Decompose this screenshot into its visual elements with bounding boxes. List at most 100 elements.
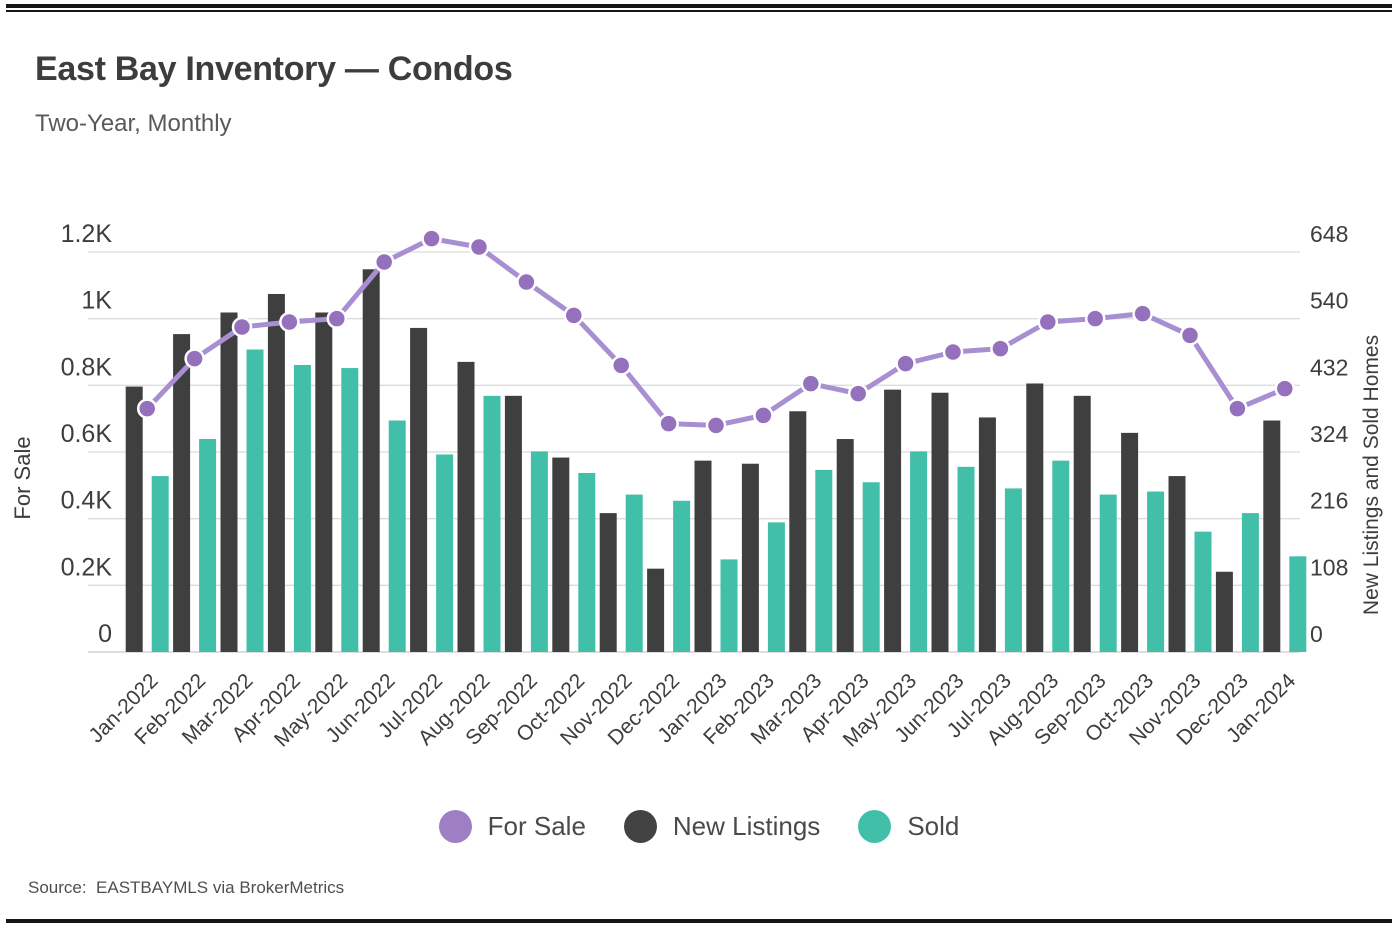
for-sale-point	[184, 348, 205, 369]
for-sale-point	[942, 341, 964, 363]
right-axis-title: New Listings and Sold Homes	[1360, 335, 1383, 615]
legend-item-sold: Sold	[858, 810, 959, 843]
for-sale-point	[658, 413, 679, 434]
for-sale-point	[895, 353, 916, 374]
bar-sold	[293, 364, 311, 652]
bar-new-listings	[599, 513, 617, 652]
chart-area: 0 0 0.2K 108 0.4K 216 0.6K 324 0.8K 432 1K 540 1.2K 6…	[0, 185, 1398, 805]
left-axis-tick-label: 1K	[81, 287, 112, 315]
bar-new-listings	[1168, 476, 1186, 652]
bar-sold	[578, 472, 596, 652]
bar-sold	[1241, 513, 1259, 652]
for-sale-point	[136, 398, 158, 419]
legend-label: New Listings	[672, 811, 821, 841]
for-sale-point	[610, 355, 632, 376]
bar-new-listings	[410, 327, 428, 652]
new-listings-swatch-icon	[623, 810, 657, 843]
for-sale-point	[1132, 303, 1153, 324]
for-sale-point	[753, 405, 774, 426]
left-axis-tick-label: 0	[98, 620, 112, 648]
bar-sold	[1004, 488, 1022, 652]
bar-new-listings	[504, 395, 522, 652]
right-axis-tick-label: 108	[1310, 554, 1348, 580]
bar-new-listings	[931, 392, 949, 652]
source-note: Source: EASTBAYMLS via BrokerMetrics	[28, 878, 345, 897]
top-rule-thick	[6, 4, 1392, 8]
bar-new-listings	[884, 389, 902, 652]
bar-sold	[957, 466, 975, 652]
page-title: East Bay Inventory — Condos	[35, 50, 513, 88]
bar-new-listings	[362, 269, 380, 652]
bar-sold	[862, 482, 880, 652]
left-axis-tick-label: 1.2K	[61, 220, 113, 248]
left-axis-title: For Sale	[10, 436, 35, 519]
bottom-rule	[6, 919, 1392, 923]
legend-label: Sold	[907, 811, 960, 841]
right-axis-tick-label: 216	[1310, 488, 1348, 514]
for-sale-point	[468, 236, 490, 258]
bar-sold	[673, 500, 691, 652]
for-sale-point	[847, 383, 869, 404]
bar-new-listings	[1215, 571, 1233, 652]
right-axis-tick-label: 0	[1310, 621, 1323, 647]
bar-sold	[625, 494, 643, 652]
legend-item-new-listings: New Listings	[623, 810, 821, 843]
chart-legend: For Sale New Listings Sold	[0, 810, 1398, 843]
bar-sold	[341, 368, 359, 652]
bar-sold	[1194, 531, 1212, 652]
for-sale-point	[279, 311, 300, 333]
legend-item-for-sale: For Sale	[438, 810, 586, 843]
bar-new-listings	[978, 417, 996, 652]
bar-new-listings	[741, 463, 759, 652]
bar-sold	[767, 522, 785, 652]
for-sale-swatch-icon	[438, 810, 472, 843]
bar-new-listings	[552, 457, 570, 652]
bar-sold	[483, 395, 501, 652]
combo-chart: 0 0 0.2K 108 0.4K 216 0.6K 324 0.8K 432 1K 540 1.2K 6…	[10, 220, 1383, 752]
bar-new-listings	[125, 386, 143, 652]
bar-sold	[910, 451, 928, 652]
bar-new-listings	[647, 568, 665, 652]
bar-new-listings	[789, 411, 807, 652]
for-sale-point	[1037, 311, 1059, 333]
bar-sold	[199, 439, 217, 652]
bar-sold	[246, 349, 264, 652]
left-axis-tick-label: 0.6K	[61, 420, 113, 448]
right-axis-tick-label: 432	[1310, 354, 1348, 380]
left-axis-tick-label: 0.4K	[61, 487, 113, 515]
for-sale-point	[326, 308, 348, 329]
bar-new-listings	[220, 312, 238, 652]
for-sale-point	[421, 228, 442, 249]
for-sale-point	[800, 373, 822, 394]
bar-new-listings	[173, 334, 191, 652]
for-sale-point	[231, 316, 253, 338]
right-axis-tick-label: 540	[1310, 288, 1348, 314]
bar-new-listings	[457, 361, 475, 652]
bar-new-listings	[1121, 432, 1139, 652]
bar-sold	[1099, 494, 1117, 652]
bar-new-listings	[694, 460, 712, 652]
bar-sold	[720, 559, 738, 652]
right-axis-tick-label: 648	[1310, 221, 1348, 247]
top-rule-thin	[6, 10, 1392, 12]
bar-new-listings	[1073, 395, 1091, 652]
bar-sold	[388, 420, 406, 652]
bar-new-listings	[315, 312, 333, 652]
bar-sold	[530, 451, 548, 652]
bar-sold	[1289, 556, 1307, 652]
bar-new-listings	[1026, 383, 1044, 652]
bar-sold	[815, 469, 833, 652]
bar-new-listings	[836, 439, 854, 652]
left-axis-tick-label: 0.2K	[61, 553, 113, 581]
sold-swatch-icon	[858, 810, 892, 843]
for-sale-point	[1084, 308, 1106, 329]
for-sale-point	[1274, 378, 1296, 399]
for-sale-point	[516, 271, 537, 293]
right-axis-tick-label: 324	[1310, 421, 1349, 447]
legend-label: For Sale	[487, 811, 586, 841]
for-sale-point	[563, 305, 585, 326]
for-sale-point	[990, 338, 1011, 359]
for-sale-point	[373, 251, 395, 273]
bar-new-listings	[1263, 420, 1281, 652]
